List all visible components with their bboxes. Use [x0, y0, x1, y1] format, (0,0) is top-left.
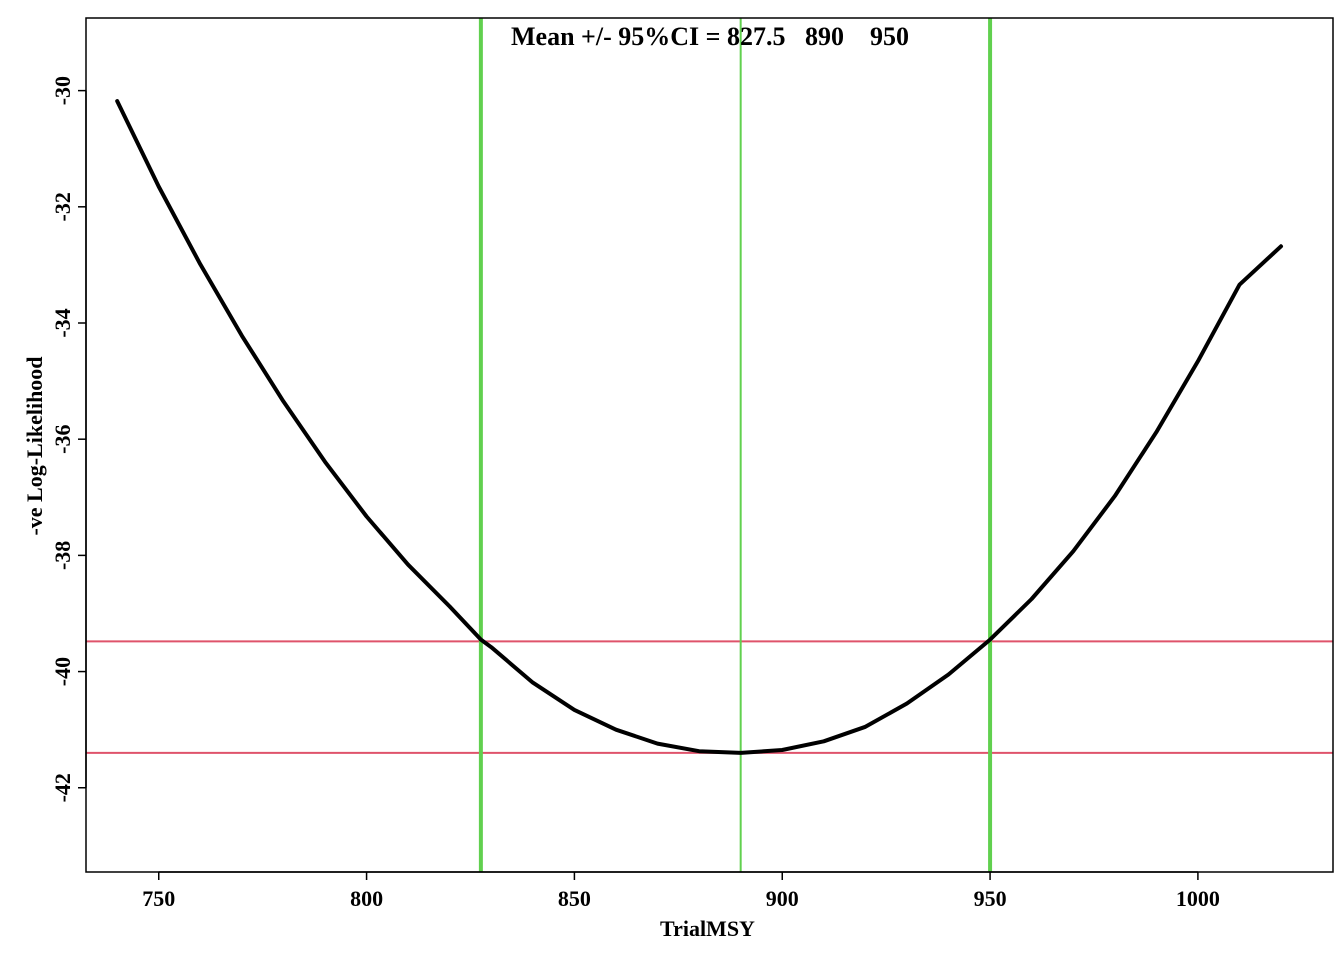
x-tick-label: 850 — [558, 886, 591, 911]
x-tick-label: 750 — [142, 886, 175, 911]
x-axis: 750 800 850 900 950 1000 — [142, 871, 1220, 911]
y-tick-label: -38 — [50, 541, 75, 570]
y-tick-label: -36 — [50, 425, 75, 454]
x-axis-title: TrialMSY — [660, 916, 755, 941]
ci-threshold-lines — [86, 640, 1333, 754]
y-tick-label: -34 — [50, 308, 75, 337]
y-tick-label: -42 — [50, 773, 75, 802]
x-tick-label: 800 — [350, 886, 383, 911]
x-tick-label: 900 — [766, 886, 799, 911]
y-tick-label: -32 — [50, 192, 75, 221]
series-layer — [115, 99, 1283, 755]
chart-title: Mean +/- 95%CI = 827.5 890 950 — [511, 22, 909, 51]
y-tick-label: -30 — [50, 76, 75, 105]
y-axis-title: -ve Log-Likelihood — [22, 356, 47, 535]
x-tick-label: 950 — [974, 886, 1007, 911]
y-tick-label: -40 — [50, 657, 75, 686]
ci-marker-lines — [478, 18, 993, 872]
series-line-0 — [115, 99, 1283, 755]
y-axis: -30 -32 -34 -36 -38 -40 -42 — [50, 76, 87, 802]
x-tick-label: 1000 — [1176, 886, 1220, 911]
